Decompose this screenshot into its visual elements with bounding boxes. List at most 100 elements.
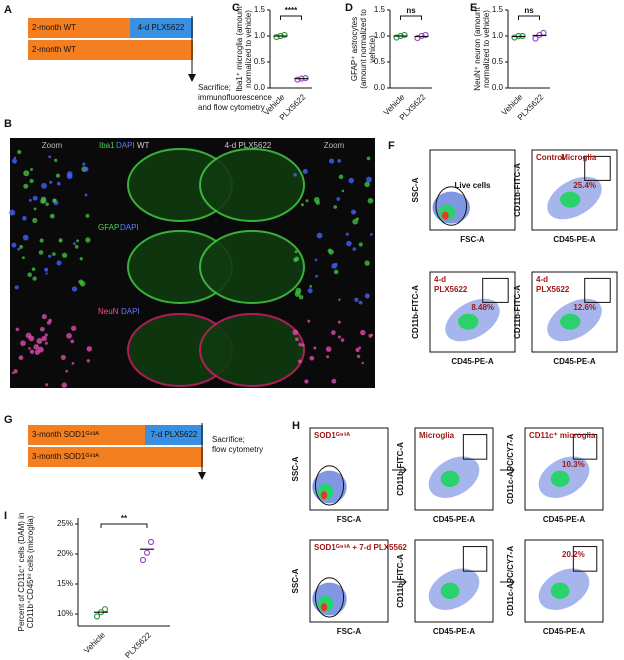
cell [346, 240, 352, 247]
significance: ** [121, 514, 128, 523]
cell [18, 355, 24, 361]
significance: ns [406, 6, 416, 15]
cell [9, 209, 16, 216]
cell [70, 339, 75, 344]
cell [345, 232, 349, 236]
cell [331, 330, 336, 335]
cell [358, 242, 363, 247]
y-tick-label: 0.0 [492, 83, 504, 92]
image-label: Zoom [42, 141, 63, 150]
data-point [532, 35, 539, 42]
panel-letter: B [4, 118, 12, 130]
cell [307, 288, 313, 294]
y-tick-label: 1.5 [492, 5, 504, 14]
cell [71, 361, 75, 365]
cell [46, 320, 52, 325]
density [440, 582, 460, 600]
flow-arrow [500, 466, 515, 474]
cell [361, 361, 364, 365]
gate [584, 155, 611, 181]
cell [84, 193, 88, 197]
sig-bracket [280, 15, 302, 20]
percent: 12.6% [573, 303, 596, 312]
cell [66, 332, 72, 339]
cell [352, 247, 357, 251]
cell [302, 168, 308, 175]
spinal-section [199, 313, 305, 387]
image-label: WT [137, 141, 150, 150]
cell [44, 267, 49, 272]
plot-title: CD11c⁺ microglia [529, 431, 596, 440]
cell [298, 359, 302, 364]
endpoint: immunofluorescence [198, 93, 272, 102]
gate [462, 546, 488, 572]
gate [572, 434, 598, 460]
axis-label: SSC-A [291, 568, 300, 593]
cell [309, 355, 315, 361]
y-tick-label: 25% [57, 519, 73, 528]
data-point [401, 31, 408, 39]
cell [305, 199, 309, 203]
percent: 20.2% [562, 550, 585, 559]
cell [61, 252, 68, 258]
timeline-bar [28, 447, 203, 467]
axis-label: CD45-PE-A [553, 235, 595, 244]
cell [340, 338, 345, 342]
flow-arrow [392, 578, 407, 586]
row-label: 2-month WT [32, 23, 76, 32]
cell [354, 297, 359, 303]
cell [316, 232, 323, 239]
cell [338, 298, 341, 302]
image-label: Zoom [324, 141, 345, 150]
cell [34, 349, 40, 355]
cell [338, 174, 344, 180]
x-tick-label: PLX5622 [123, 630, 153, 660]
cell [29, 178, 34, 184]
endpoint: and flow cytometry [198, 103, 265, 112]
plot-title: SOD1ᴳ⁹³ᴬ + 7-d PLX5562 [314, 543, 407, 552]
cell [39, 238, 44, 243]
cell [328, 158, 335, 164]
micrograph [9, 138, 375, 388]
cell [44, 333, 48, 337]
flow-arrow [500, 578, 515, 586]
axis-label: CD11c-APC/CY7-A [506, 546, 515, 616]
cell [72, 242, 76, 246]
data-point [139, 556, 147, 564]
axis-label: CD11b-FITC-A [411, 285, 420, 339]
data-point [101, 606, 109, 613]
y-tick-label: 1.0 [374, 31, 386, 40]
gate [314, 577, 345, 618]
cell [298, 295, 304, 300]
cell [294, 291, 301, 297]
cell [39, 326, 45, 332]
y-axis-label: CD11b⁺CD45ᴵⁿᵗ cells (microglia) [26, 515, 35, 628]
cell [27, 272, 32, 278]
arrow-head [188, 74, 196, 82]
cell [56, 260, 62, 266]
y-tick-label: 0.0 [254, 83, 266, 92]
row-label: 2-month WT [32, 45, 76, 54]
y-tick-label: 1.5 [254, 5, 266, 14]
cell [333, 269, 339, 275]
data-point [273, 33, 280, 41]
cell [41, 335, 47, 342]
cell [55, 173, 61, 178]
cell [85, 237, 91, 243]
treatment-label: 4-d PLX5622 [138, 23, 185, 32]
cell [331, 378, 337, 384]
cell [83, 166, 89, 172]
treatment-bar [130, 18, 193, 38]
y-tick-label: 10% [57, 609, 73, 618]
y-tick-label: 15% [57, 579, 73, 588]
cell [364, 181, 370, 188]
cell [337, 159, 342, 163]
cell [370, 333, 374, 337]
cell [66, 171, 73, 177]
cell [360, 329, 366, 336]
gate [584, 277, 611, 303]
y-tick-label: 1.5 [374, 5, 386, 14]
cell [29, 349, 35, 354]
panel-letter: D [345, 2, 353, 14]
